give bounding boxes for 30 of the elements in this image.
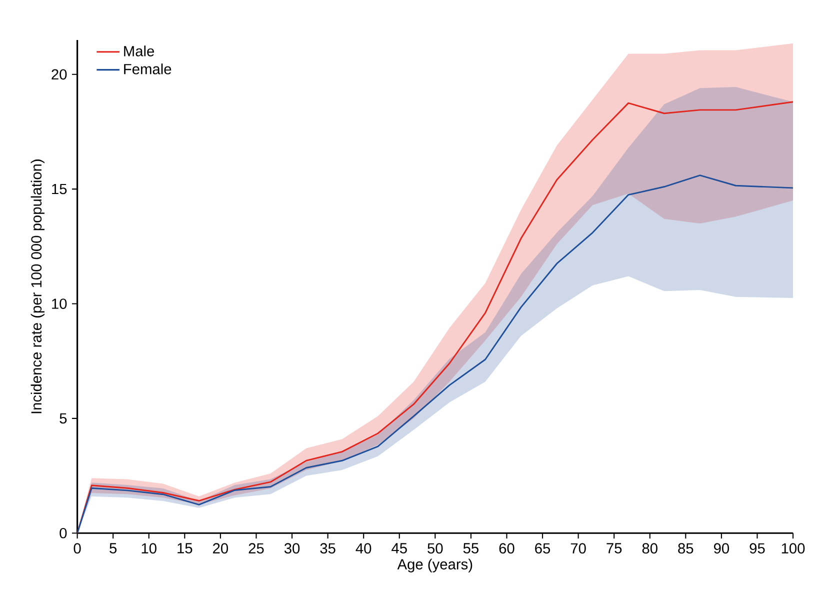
legend-label: Male — [124, 46, 154, 56]
x-tick-label: 75 — [606, 543, 622, 554]
x-tick-label: 100 — [782, 543, 805, 554]
legend-label: Female — [124, 63, 172, 74]
x-tick-label: 85 — [678, 543, 694, 554]
y-tick-label: 20 — [52, 69, 67, 80]
x-tick-label: 25 — [248, 543, 264, 554]
x-tick-label: 65 — [535, 543, 550, 554]
x-tick-label: 40 — [356, 543, 372, 554]
y-tick-label: 0 — [60, 528, 67, 538]
x-tick-label: 70 — [570, 543, 586, 554]
y-tick-label: 5 — [60, 413, 67, 424]
x-tick-label: 45 — [392, 543, 407, 554]
x-tick-label: 35 — [320, 543, 336, 554]
x-tick-label: 20 — [213, 543, 228, 554]
y-tick-label: 15 — [52, 184, 67, 194]
y-axis-title: Incidence rate (per 100 000 population) — [30, 160, 44, 414]
x-axis-title: Age (years) — [397, 558, 472, 572]
x-tick-label: 55 — [463, 543, 478, 554]
x-tick-label: 0 — [74, 543, 81, 554]
x-tick-label: 50 — [428, 543, 443, 554]
x-tick-label: 95 — [750, 543, 765, 554]
x-tick-label: 30 — [284, 543, 300, 554]
x-tick-label: 80 — [642, 543, 658, 554]
x-tick-label: 15 — [178, 543, 192, 554]
x-tick-label: 5 — [110, 543, 117, 554]
y-tick-label: 10 — [52, 298, 67, 309]
x-tick-label: 10 — [142, 543, 156, 554]
x-tick-label: 90 — [714, 543, 730, 554]
x-tick-label: 60 — [499, 543, 514, 554]
